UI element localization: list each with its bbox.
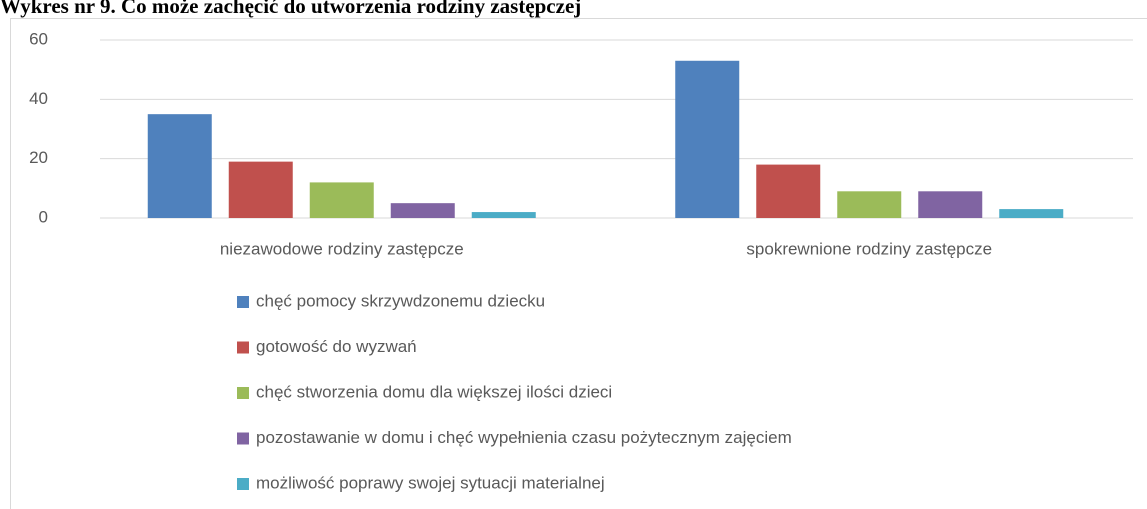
y-tick-label: 20 [29, 148, 48, 167]
legend-label: chęć pomocy skrzywdzonemu dziecku [256, 291, 545, 310]
x-tick-label: spokrewnione rodziny zastępcze [746, 239, 992, 258]
legend-swatch [237, 478, 249, 490]
chart-title: Wykres nr 9. Co może zachęcić do utworze… [0, 0, 581, 18]
legend-swatch [237, 296, 249, 308]
bar [837, 191, 902, 218]
bar [675, 60, 740, 219]
bar [309, 182, 374, 218]
bar [999, 209, 1064, 218]
legend-swatch [237, 341, 249, 354]
y-tick-label: 60 [29, 29, 48, 48]
bar [228, 161, 293, 218]
bar [390, 203, 455, 218]
y-tick-label: 40 [29, 89, 48, 108]
legend-label: możliwość poprawy swojej sytuacji materi… [256, 473, 605, 492]
legend-label: chęć stworzenia domu dla większej ilości… [256, 382, 612, 401]
legend-swatch [237, 432, 249, 445]
legend-swatch [237, 387, 249, 399]
y-tick-label: 0 [39, 207, 48, 226]
bar [471, 212, 536, 218]
bar [918, 191, 983, 218]
bar [147, 114, 212, 218]
x-tick-label: niezawodowe rodziny zastępcze [220, 239, 464, 258]
bar [756, 164, 821, 218]
legend-label: gotowość do wyzwań [256, 337, 417, 356]
chart-frame [10, 18, 1147, 509]
legend-label: pozostawanie w domu i chęć wypełnienia c… [256, 428, 792, 447]
